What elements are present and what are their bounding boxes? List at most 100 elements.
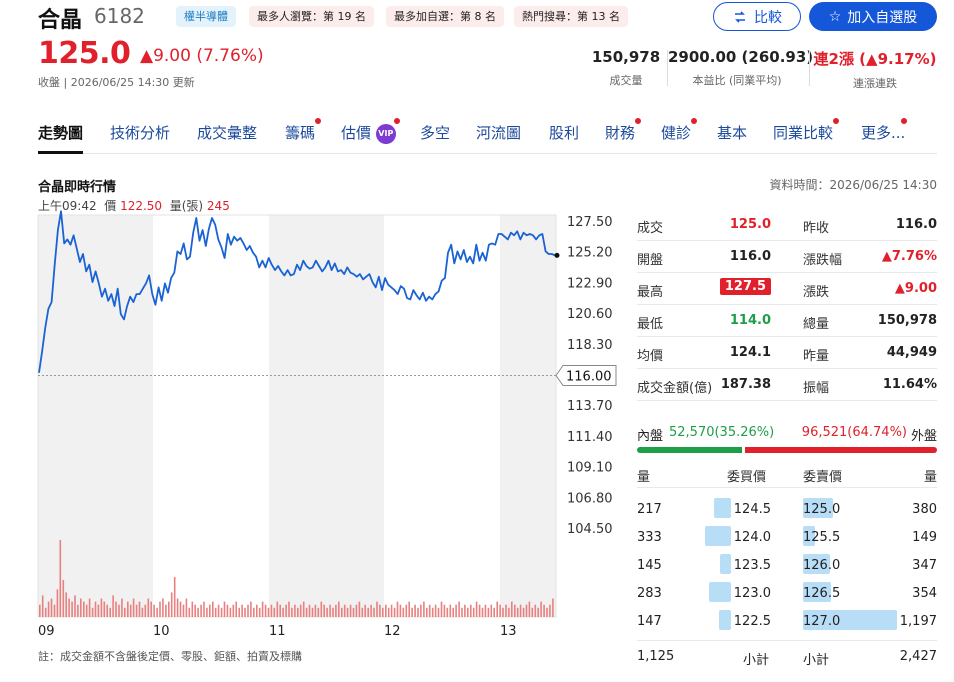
volume-bar [355, 604, 358, 617]
volume-bar [440, 601, 443, 617]
sector-badge[interactable]: 權半導體 [176, 6, 236, 27]
tab-basic[interactable]: 基本 [717, 124, 748, 142]
tab-long-short[interactable]: 多空 [420, 124, 451, 142]
volume-bar [194, 604, 196, 617]
tab-diagnosis[interactable]: 健診 [661, 118, 698, 154]
stock-name: 合晶 [38, 8, 83, 33]
quote-row: 最高 127.5 漲跌 ▲9.00 [637, 273, 937, 305]
quote-label: 總量 [803, 317, 830, 332]
tab-dividend[interactable]: 股利 [549, 124, 580, 142]
volume-bar [540, 601, 542, 617]
compare-label: 比較 [754, 9, 782, 26]
tab-more[interactable]: 更多... [861, 118, 908, 154]
quote-row: 成交金額(億) 187.38 振幅 11.64% [637, 369, 937, 401]
volume-bar [519, 604, 522, 617]
volume-bar [173, 577, 176, 617]
bid-price[interactable]: 122.5 [733, 614, 771, 629]
tab-river-chart[interactable]: 河流圖 [476, 124, 522, 142]
volume-bar [361, 607, 364, 617]
rank-badge-watchlist[interactable]: 最多加自選：第 8 名 [386, 6, 504, 27]
volume-bar [390, 604, 393, 617]
hover-info: 上午09:42 價 122.50 量(張) 245 [38, 197, 230, 214]
ask-price[interactable]: 127.0 [803, 614, 841, 629]
orderbook-row: 283 123.0 126.5 354 [637, 579, 937, 607]
tab-valuation[interactable]: 估價 VIP [341, 118, 400, 154]
volume-bar [176, 598, 179, 617]
quote-value: 150,978 [877, 313, 937, 328]
ask-price[interactable]: 125.5 [803, 530, 841, 545]
tab-chips[interactable]: 籌碼 [285, 118, 322, 154]
volume-bar [490, 604, 493, 617]
quote-label: 成交金額(億) [637, 381, 713, 396]
compare-button[interactable]: 比較 [713, 2, 801, 31]
quote-row: 均價 124.1 昨量 44,949 [637, 337, 937, 369]
volume-bar [302, 601, 305, 617]
stat-streak: 連2漲 (▲9.17%) 連漲連跌 [812, 48, 938, 91]
stat-streak-label: 連漲連跌 [853, 77, 897, 90]
quote-value: ▲9.00 [894, 281, 937, 296]
volume-bar [525, 604, 528, 617]
volume-bar [200, 604, 202, 617]
volume-bar [294, 604, 296, 617]
tab-technical[interactable]: 技術分析 [110, 124, 171, 142]
ask-vol: 354 [912, 586, 937, 601]
orderbook-row: 145 123.5 126.0 347 [637, 551, 937, 579]
bid-vol: 145 [637, 558, 662, 573]
volume-bar [343, 604, 346, 617]
new-dot-icon [901, 118, 908, 124]
reference-label-box [555, 365, 617, 386]
rank-badge-views[interactable]: 最多人瀏覽：第 19 名 [249, 6, 374, 27]
volume-bar [135, 604, 138, 617]
volume-bar [53, 604, 56, 617]
tab-volume-summary[interactable]: 成交彙整 [197, 124, 258, 142]
volume-bar [83, 601, 85, 617]
volume-bar [431, 607, 434, 617]
volume-bar [103, 601, 106, 617]
bid-price[interactable]: 124.5 [733, 502, 771, 517]
volume-bar [109, 607, 111, 617]
quote-value: ▲7.76% [881, 249, 937, 264]
bid-price[interactable]: 124.0 [733, 530, 771, 545]
volume-bar [185, 598, 188, 617]
in-label: 內盤 [637, 429, 664, 444]
compare-arrows-icon [735, 10, 745, 23]
volume-bar [267, 607, 270, 617]
in-value: 52,570(35.26%) [669, 425, 775, 440]
volume-bar [484, 604, 487, 617]
volume-bar [358, 601, 361, 617]
bid-price[interactable]: 123.0 [733, 586, 771, 601]
volume-bar [288, 601, 290, 617]
ask-price[interactable]: 125.0 [803, 502, 841, 517]
volume-bar [399, 604, 402, 617]
hour-band [500, 215, 556, 617]
volume-bar [220, 607, 223, 617]
ask-price[interactable]: 126.5 [803, 586, 841, 601]
volume-bar [138, 601, 141, 617]
x-tick-label: 10 [153, 624, 170, 639]
current-price: 125.0 [38, 36, 131, 71]
tab-financial[interactable]: 財務 [605, 118, 642, 154]
volume-bar [487, 607, 490, 617]
volume-bar [443, 604, 446, 617]
volume-bar [426, 607, 428, 617]
rank-badge-search[interactable]: 熱門搜尋：第 13 名 [514, 6, 628, 27]
volume-bar [264, 604, 267, 617]
ask-price[interactable]: 126.0 [803, 558, 841, 573]
hover-vol-label: 量(張) [169, 199, 204, 213]
star-icon: ☆ [828, 8, 842, 25]
bid-vol: 283 [637, 586, 662, 601]
volume-bar [385, 604, 387, 617]
volume-bar [206, 607, 208, 617]
tab-peer-compare[interactable]: 同業比較 [773, 118, 840, 154]
add-watchlist-button[interactable]: ☆ 加入自選股 [809, 2, 937, 31]
tab-trend[interactable]: 走勢圖 [38, 122, 84, 154]
volume-bar [423, 601, 425, 617]
new-dot-icon [393, 118, 400, 124]
bid-price[interactable]: 123.5 [733, 558, 771, 573]
volume-bar [297, 607, 299, 617]
volume-bar [203, 601, 205, 617]
volume-bar [549, 604, 551, 617]
volume-bar [317, 607, 320, 617]
ask-depth-bar [803, 582, 831, 602]
